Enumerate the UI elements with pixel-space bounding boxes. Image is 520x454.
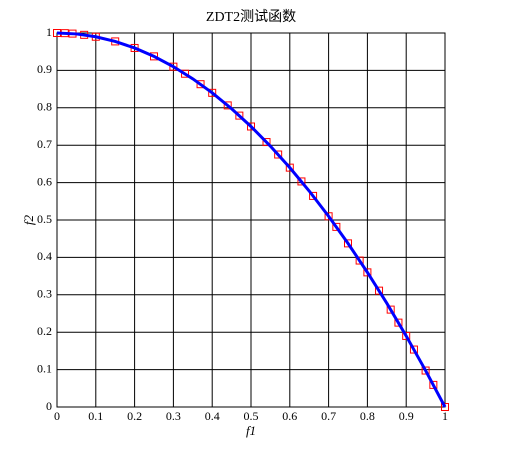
x-tick-label: 0.2 bbox=[127, 409, 142, 423]
x-tick-label: 0.5 bbox=[244, 409, 259, 423]
marker bbox=[375, 286, 384, 295]
y-tick-label: 0.8 bbox=[37, 100, 52, 114]
marker bbox=[274, 150, 283, 159]
y-tick-label: 0.4 bbox=[37, 249, 52, 263]
y-tick-label: 0.1 bbox=[37, 361, 52, 375]
marker bbox=[344, 239, 352, 248]
x-tick-label: 0.9 bbox=[399, 409, 414, 423]
y-tick-label: 0.2 bbox=[37, 324, 52, 338]
chart-title: ZDT2测试函数 bbox=[206, 9, 296, 25]
y-tick-label: 0.7 bbox=[37, 137, 52, 151]
x-tick-label: 0.8 bbox=[360, 409, 375, 423]
marker bbox=[429, 380, 438, 389]
marker bbox=[386, 305, 395, 314]
line bbox=[56, 31, 447, 408]
marker bbox=[324, 212, 333, 221]
y-tick-label: 0.3 bbox=[37, 287, 52, 301]
y-tick-label: 0.6 bbox=[37, 174, 52, 188]
marker bbox=[421, 366, 430, 375]
marker bbox=[181, 69, 190, 78]
marker bbox=[363, 268, 372, 277]
plot-frame bbox=[56, 32, 446, 408]
y-tick-label: 0.9 bbox=[37, 62, 52, 76]
y-tick-label: 1 bbox=[46, 25, 52, 39]
x-tick-label: 0.7 bbox=[321, 409, 336, 423]
marker bbox=[409, 345, 418, 354]
marker bbox=[285, 163, 294, 172]
marker bbox=[247, 122, 255, 131]
marker bbox=[196, 80, 205, 89]
y-tick-label: 0.5 bbox=[37, 212, 52, 226]
marker bbox=[355, 256, 364, 265]
marker bbox=[332, 222, 341, 231]
marker bbox=[297, 177, 306, 186]
marker bbox=[208, 88, 217, 97]
marker bbox=[262, 138, 271, 147]
marker bbox=[441, 403, 449, 411]
x-axis-label: f1 bbox=[246, 423, 256, 438]
marker bbox=[402, 331, 411, 340]
x-tick-label: 0.4 bbox=[205, 409, 220, 423]
x-tick-label: 0.6 bbox=[282, 409, 297, 423]
marker bbox=[309, 191, 318, 200]
marker bbox=[223, 101, 232, 110]
x-tick-label: 0.1 bbox=[88, 409, 103, 423]
x-tick-label: 1 bbox=[442, 409, 448, 423]
y-tick-label: 0 bbox=[46, 399, 52, 413]
y-axis-label: f2 bbox=[21, 214, 36, 225]
x-tick-label: 0 bbox=[54, 409, 60, 423]
x-tick-label: 0.3 bbox=[166, 409, 181, 423]
marker bbox=[235, 111, 244, 120]
marker bbox=[169, 62, 178, 71]
marker bbox=[394, 318, 403, 327]
